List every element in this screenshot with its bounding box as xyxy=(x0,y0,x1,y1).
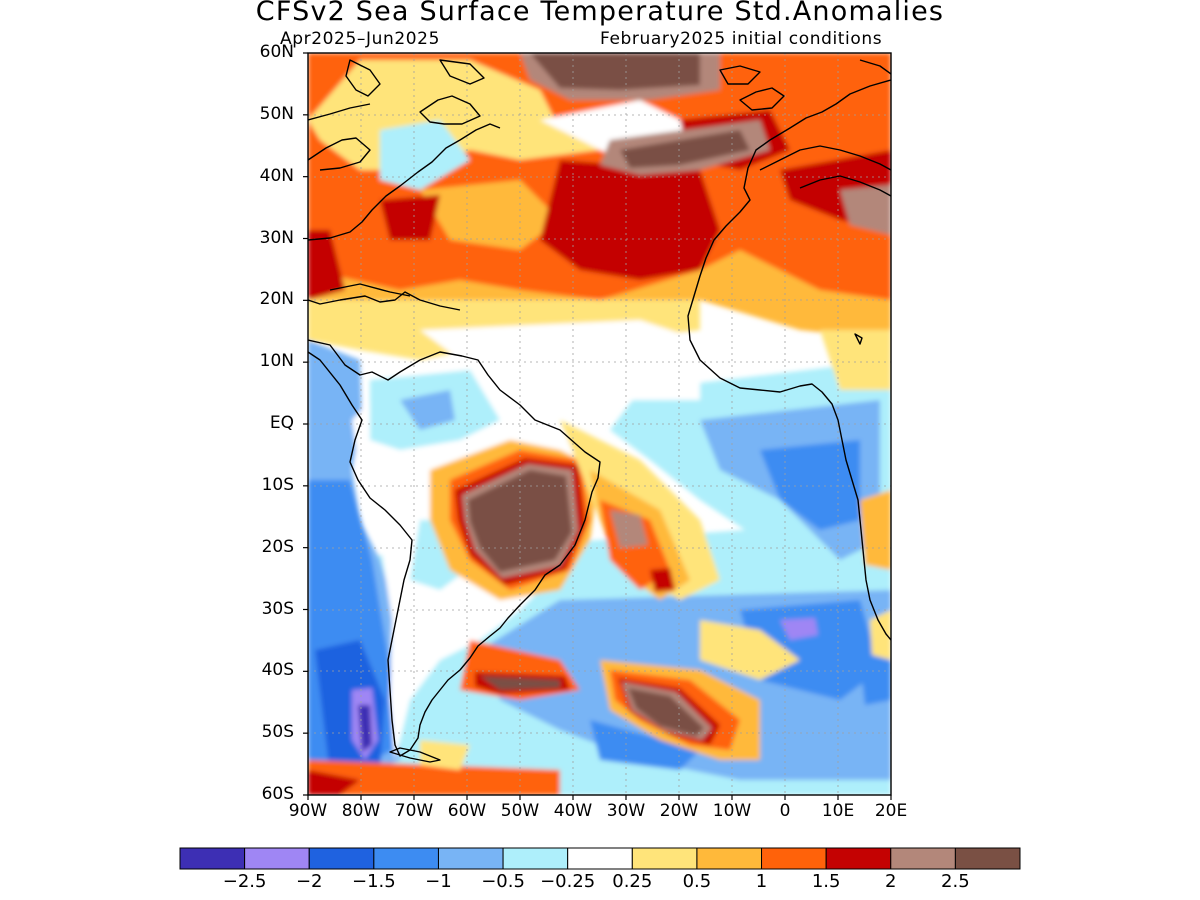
colorbar-label: −1.5 xyxy=(351,871,396,892)
colorbar-swatch xyxy=(244,847,310,870)
lat-label: 20N xyxy=(259,289,294,310)
lat-label: 20S xyxy=(261,536,294,557)
lon-label: 90W xyxy=(288,801,328,821)
lon-label: 20W xyxy=(659,801,699,821)
colorbar-label: −2.5 xyxy=(222,871,267,892)
lat-label: 60S xyxy=(261,784,294,804)
colorbar-swatch xyxy=(567,847,633,870)
lon-label: 10E xyxy=(821,801,855,821)
colorbar-label: −0.25 xyxy=(540,871,596,892)
lat-label: 30S xyxy=(261,598,294,619)
lat-label: 60N xyxy=(259,42,294,62)
lat-label: 30N xyxy=(259,227,294,248)
lon-label: 60W xyxy=(447,801,487,821)
season-label: Apr2025–Jun2025 xyxy=(280,29,440,49)
lat-label: 50S xyxy=(261,722,294,743)
colorbar-swatch xyxy=(631,847,698,870)
colorbar-swatch xyxy=(437,847,504,870)
lon-label: 80W xyxy=(341,801,381,821)
lat-label: 10S xyxy=(261,474,294,495)
coastlines xyxy=(308,59,891,763)
colorbar-swatch xyxy=(373,847,439,870)
colorbar-swatch xyxy=(954,847,1021,870)
colorbar-swatch xyxy=(890,847,956,870)
axis-ticks xyxy=(303,52,892,800)
colorbar-label: 1.5 xyxy=(811,871,841,892)
lon-label: 0 xyxy=(779,801,791,821)
colorbar-swatch xyxy=(502,847,569,870)
colorbar xyxy=(179,847,1021,870)
grid-lines xyxy=(308,53,891,795)
colorbar-label: 2 xyxy=(885,871,897,892)
lat-label: 40N xyxy=(259,165,294,186)
colorbar-label: −1 xyxy=(425,871,452,892)
lon-label: 20E xyxy=(874,801,908,821)
lon-label: 10W xyxy=(712,801,752,821)
colorbar-label: 0.25 xyxy=(612,871,653,892)
lat-label: 40S xyxy=(261,660,294,681)
colorbar-label: −0.5 xyxy=(481,871,525,892)
initial-conditions-label: February2025 initial conditions xyxy=(600,29,883,49)
map-title: CFSv2 Sea Surface Temperature Std.Anomal… xyxy=(255,0,945,27)
lat-label: EQ xyxy=(269,413,294,433)
colorbar-swatch xyxy=(825,847,892,870)
lon-label: 40W xyxy=(553,801,593,821)
lat-label: 50N xyxy=(259,103,294,124)
lon-label: 50W xyxy=(500,801,540,821)
lon-label: 30W xyxy=(606,801,646,821)
colorbar-swatch xyxy=(179,847,246,870)
colorbar-label: 0.5 xyxy=(682,871,712,892)
colorbar-label: 2.5 xyxy=(941,871,970,892)
colorbar-label: −2 xyxy=(295,871,323,892)
lat-label: 10N xyxy=(259,351,294,372)
colorbar-swatch xyxy=(696,847,763,870)
colorbar-swatch xyxy=(308,847,375,870)
anomaly-field xyxy=(308,53,891,795)
colorbar-swatch xyxy=(761,847,827,870)
colorbar-label: 1 xyxy=(755,871,768,892)
lon-label: 70W xyxy=(394,801,434,821)
